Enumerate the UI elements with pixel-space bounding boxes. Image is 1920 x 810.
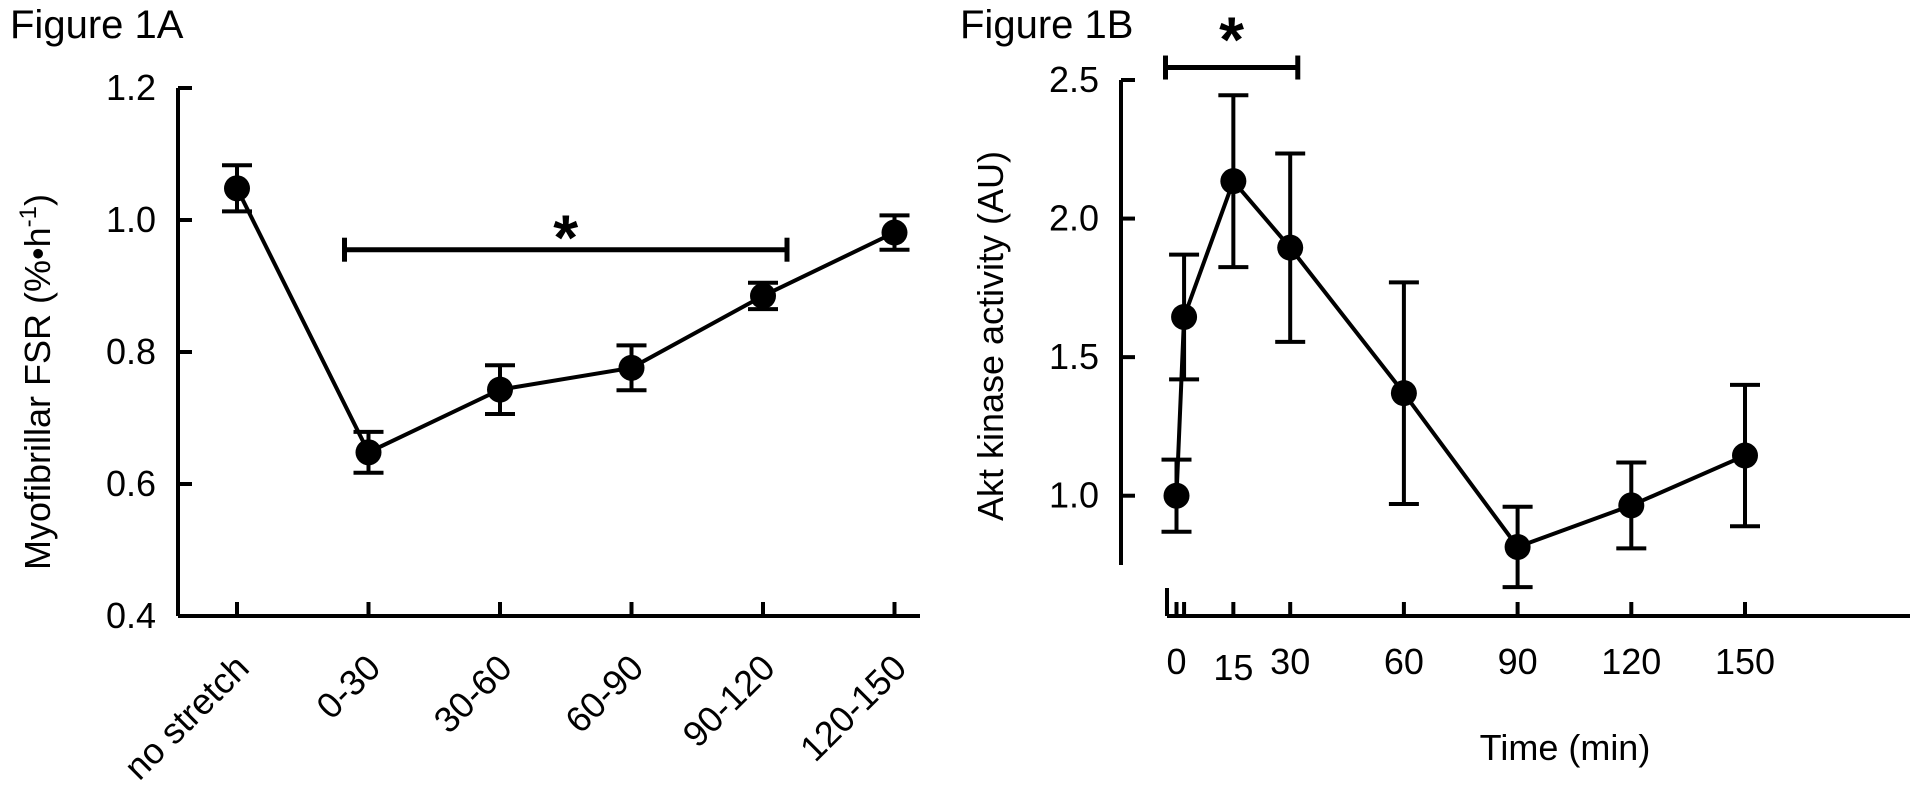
panel-b-series (1161, 93, 1760, 590)
panel-a-y-tick-label: 0.6 (106, 463, 156, 504)
panel-b-y-tick-label: 1.0 (1049, 475, 1099, 516)
panel-a-series-line (235, 187, 896, 455)
panel-b-x-tick-label: 0 (1166, 641, 1186, 682)
panel-b-x-tick-label: 60 (1384, 641, 1424, 682)
panel-b-ticks: 1.0 1.5 2.0 2.5 0 15 30 60 90 120 150 (1049, 59, 1775, 688)
panel-a-data-point (355, 439, 382, 466)
panel-a-y-tick-label: 1.0 (106, 199, 156, 240)
panel-a-x-tick-label: 90-120 (674, 647, 782, 755)
panel-b-data-point (1504, 533, 1531, 560)
panel-b-y-axis-title: Akt kinase activity (AU) (970, 151, 1011, 521)
panel-a-data-point (487, 376, 513, 403)
panel-b-x-tick-label: 15 (1213, 647, 1253, 688)
panel-b-data-point (1277, 234, 1304, 261)
panel-a-x-tick-label: no stretch (116, 647, 257, 788)
panel-a-significance: * (342, 202, 790, 274)
panel-b-x-axis-title: Time (min) (1480, 727, 1651, 768)
panel-b-data-point (1618, 492, 1645, 519)
panel-b-significance: * (1163, 4, 1301, 80)
panel-b-y-tick-label: 1.5 (1049, 336, 1099, 377)
panel-b-data-point (1171, 303, 1198, 330)
panel-b-x-tick-label: 90 (1498, 641, 1538, 682)
panel-a-axes (176, 88, 920, 618)
panel-a-x-tick-label: 0-30 (308, 647, 388, 727)
panel-b-data-point (1732, 442, 1758, 469)
panel-b-y-tick-label: 2.0 (1049, 198, 1099, 239)
panel-b-x-tick-label: 120 (1601, 641, 1661, 682)
panel-a: Figure 1A Myofibrillar FSR (%•h-1) 0.40.… (10, 3, 920, 787)
panel-a-y-tick-label: 1.2 (106, 67, 156, 108)
panel-a-data-point (750, 282, 776, 309)
panel-b: Figure 1B Akt kinase activity (AU) Time … (960, 3, 1910, 768)
panel-a-title: Figure 1A (10, 3, 184, 47)
panel-b-title: Figure 1B (960, 3, 1133, 47)
panel-a-data-point (881, 219, 908, 246)
panel-a-data-point (618, 354, 645, 381)
panel-a-series (222, 163, 910, 475)
panel-a-significance-star: * (553, 202, 578, 274)
panel-b-data-point (1390, 380, 1417, 407)
panel-a-x-tick-label: 120-150 (792, 647, 914, 769)
panel-a-ticks: 0.4 0.6 0.8 1.0 1.2 no stretch 0-30 30-60 60-90 9… (106, 67, 914, 787)
panel-a-x-tick-label: 60-90 (557, 647, 651, 741)
panel-b-data-point (1163, 482, 1190, 509)
panel-a-data-point (224, 175, 250, 202)
panel-a-y-tick-label: 0.4 (106, 595, 156, 636)
panel-a-y-tick-label: 0.8 (106, 331, 156, 372)
panel-b-data-point (1220, 168, 1247, 195)
panel-a-x-tick-label: 30-60 (426, 647, 520, 741)
panel-a-y-axis-title: Myofibrillar FSR (%•h-1) (15, 194, 58, 570)
panel-b-y-tick-label: 2.5 (1049, 59, 1099, 100)
panel-b-significance-star: * (1219, 4, 1244, 76)
panel-b-x-tick-label: 150 (1715, 641, 1775, 682)
panel-b-series-line (1174, 177, 1746, 550)
panel-b-x-tick-label: 30 (1270, 641, 1310, 682)
